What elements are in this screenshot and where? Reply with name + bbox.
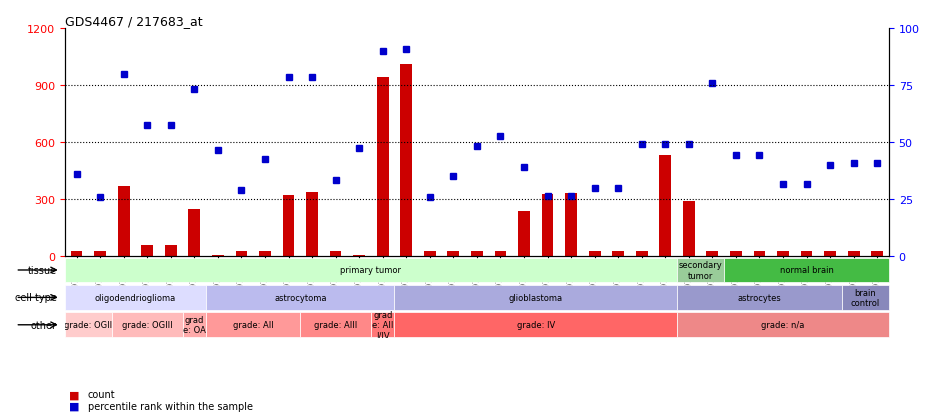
Bar [377, 78, 389, 256]
Bar [871, 251, 883, 256]
FancyBboxPatch shape [65, 258, 677, 282]
FancyBboxPatch shape [724, 258, 889, 282]
Text: tissue: tissue [28, 265, 56, 275]
Bar [519, 211, 530, 256]
Bar [565, 193, 577, 256]
Bar [189, 209, 200, 256]
Text: grade: AII: grade: AII [232, 320, 273, 330]
FancyBboxPatch shape [206, 285, 394, 310]
Text: grade: IV: grade: IV [517, 320, 555, 330]
Bar [636, 251, 647, 256]
Bar [542, 195, 554, 256]
FancyBboxPatch shape [206, 313, 300, 337]
Text: astrocytes: astrocytes [738, 293, 782, 302]
Bar [730, 251, 742, 256]
Text: grade: AIII: grade: AIII [314, 320, 357, 330]
Text: astrocytoma: astrocytoma [274, 293, 327, 302]
Bar [612, 251, 624, 256]
Bar [400, 65, 412, 256]
Text: glioblastoma: glioblastoma [508, 293, 563, 302]
Bar [142, 245, 153, 256]
Bar [471, 251, 482, 256]
Bar [235, 251, 247, 256]
Bar [94, 251, 106, 256]
FancyBboxPatch shape [394, 285, 677, 310]
Bar [494, 251, 507, 256]
FancyBboxPatch shape [677, 258, 724, 282]
Text: normal brain: normal brain [780, 266, 833, 275]
Text: grad
e: AII
I/IV: grad e: AII I/IV [372, 310, 394, 340]
FancyBboxPatch shape [371, 313, 394, 337]
Text: secondary
tumor: secondary tumor [679, 261, 722, 280]
Bar [447, 251, 459, 256]
Text: grade: OGIII: grade: OGIII [122, 320, 172, 330]
Text: ■: ■ [69, 401, 80, 411]
Bar [424, 251, 435, 256]
Bar [707, 251, 719, 256]
FancyBboxPatch shape [182, 313, 206, 337]
FancyBboxPatch shape [677, 285, 842, 310]
Text: ■: ■ [69, 389, 80, 399]
Bar [683, 202, 694, 256]
Bar [259, 251, 270, 256]
FancyBboxPatch shape [65, 285, 206, 310]
Bar [118, 186, 130, 256]
Bar [754, 251, 765, 256]
FancyBboxPatch shape [394, 313, 677, 337]
Text: grade: n/a: grade: n/a [761, 320, 805, 330]
Bar [330, 251, 342, 256]
Text: primary tumor: primary tumor [341, 266, 402, 275]
Text: grade: OGII: grade: OGII [64, 320, 112, 330]
Text: GDS4467 / 217683_at: GDS4467 / 217683_at [65, 15, 203, 28]
FancyBboxPatch shape [112, 313, 182, 337]
FancyBboxPatch shape [842, 285, 889, 310]
FancyBboxPatch shape [677, 313, 889, 337]
Bar [282, 196, 294, 256]
Bar [824, 251, 836, 256]
Bar [848, 251, 859, 256]
Bar [777, 251, 789, 256]
Text: percentile rank within the sample: percentile rank within the sample [88, 401, 253, 411]
Bar [165, 245, 177, 256]
Text: count: count [88, 389, 116, 399]
Text: grad
e: OA: grad e: OA [183, 315, 206, 335]
Text: other: other [31, 320, 56, 330]
Bar [589, 251, 600, 256]
Bar [801, 251, 812, 256]
Bar [659, 156, 671, 256]
Text: oligodendrioglioma: oligodendrioglioma [94, 293, 176, 302]
FancyBboxPatch shape [65, 313, 112, 337]
FancyBboxPatch shape [300, 313, 371, 337]
Bar [70, 251, 82, 256]
Text: brain
control: brain control [851, 288, 880, 307]
Bar [307, 192, 318, 256]
Text: cell type: cell type [15, 293, 56, 303]
